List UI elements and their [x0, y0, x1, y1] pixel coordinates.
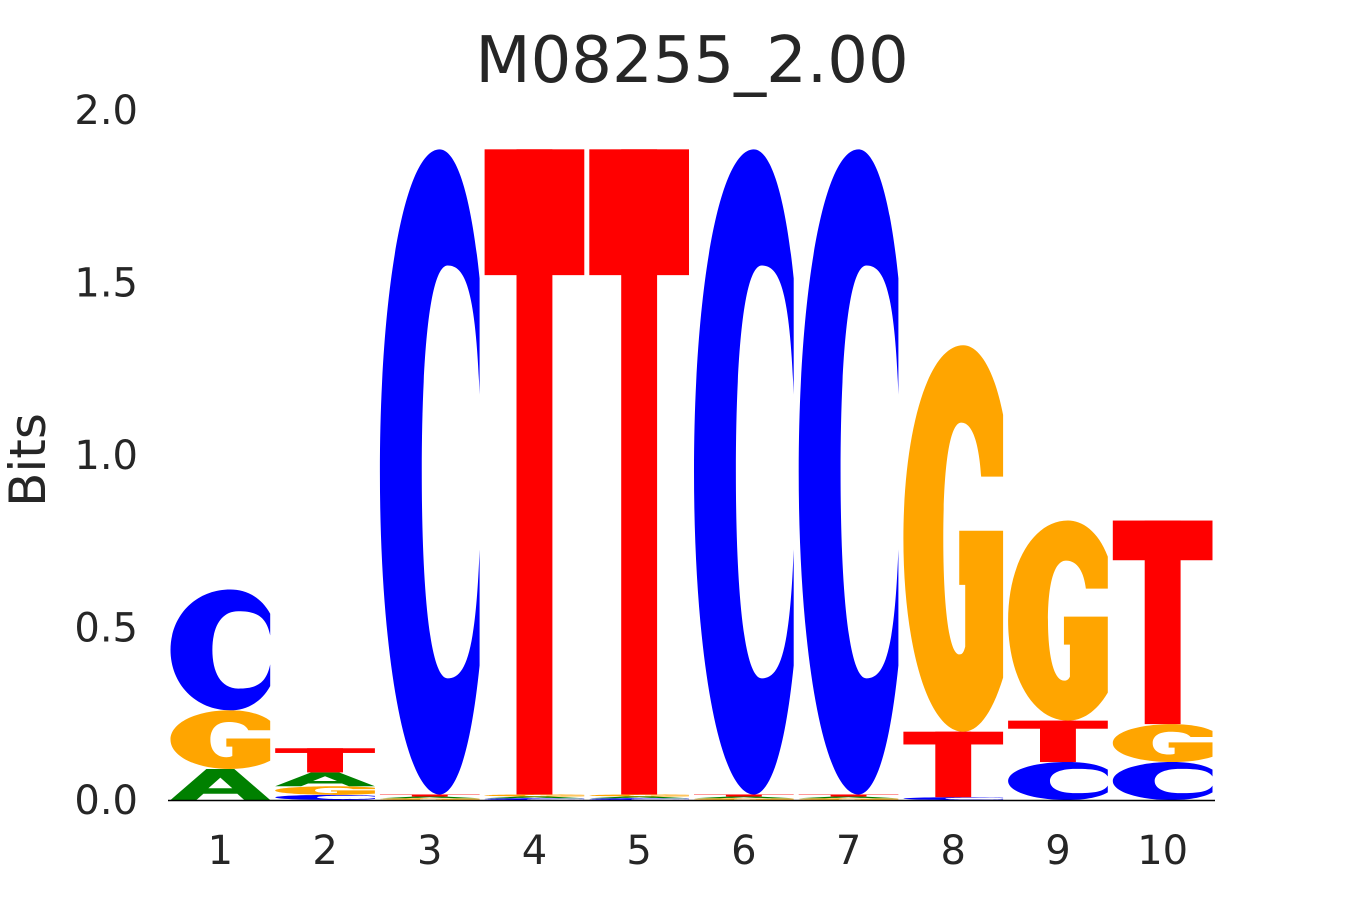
letter-t-pos-2 [275, 748, 375, 773]
letter-t-pos-3 [379, 794, 480, 797]
letter-g-pos-3 [379, 798, 480, 800]
logo-letters [168, 149, 1215, 802]
x-tick-label: 2 [312, 828, 337, 874]
letter-t-pos-5 [589, 149, 689, 795]
y-tick-label: 1.0 [74, 433, 138, 479]
y-tick-label: 1.5 [74, 261, 138, 307]
letter-g-pos-5 [589, 794, 689, 797]
letter-c-pos-1 [170, 589, 271, 711]
x-tick-label: 5 [626, 828, 651, 874]
letter-c-pos-5 [589, 798, 689, 800]
x-tick-label: 4 [522, 828, 547, 874]
x-tick-label: 10 [1137, 828, 1188, 874]
letter-c-pos-10 [1112, 762, 1213, 800]
letter-t-pos-4 [484, 149, 585, 795]
y-tick-label: 0.0 [74, 778, 138, 824]
letter-g-pos-1 [170, 710, 271, 769]
letter-g-pos-4 [484, 794, 585, 797]
letter-g-pos-2 [275, 786, 375, 795]
letter-a-pos-4 [484, 796, 585, 799]
x-tick-label: 6 [731, 828, 756, 874]
letter-c-pos-8 [903, 797, 1004, 800]
x-axis-ticks: 1 2 3 4 5 6 7 8 9 10 [208, 828, 1188, 874]
letter-c-pos-4 [484, 798, 585, 800]
letter-c-pos-7 [798, 149, 899, 795]
letter-t-pos-10 [1112, 520, 1213, 725]
x-tick-label: 9 [1045, 828, 1070, 874]
letter-a-pos-7 [798, 796, 899, 799]
letter-a-pos-3 [379, 796, 480, 799]
x-tick-label: 8 [941, 828, 966, 874]
letter-g-pos-8 [903, 345, 1004, 732]
letter-t-pos-8 [903, 731, 1004, 798]
letter-g-pos-6 [694, 798, 794, 800]
letter-t-pos-7 [798, 794, 899, 797]
y-tick-label: 2.0 [74, 88, 138, 134]
letter-a-pos-6 [694, 796, 794, 799]
letter-a-pos-1 [170, 768, 271, 800]
y-axis-label: Bits [0, 413, 57, 507]
x-tick-label: 1 [208, 828, 233, 874]
y-axis-ticks: 0.0 0.5 1.0 1.5 2.0 [74, 88, 138, 824]
y-tick-label: 0.5 [74, 606, 138, 652]
letter-c-pos-2 [275, 794, 375, 800]
letter-t-pos-9 [1008, 720, 1108, 763]
letter-a-pos-5 [589, 796, 689, 799]
chart-title: M08255_2.00 [475, 24, 908, 98]
letter-g-pos-9 [1008, 520, 1108, 721]
x-tick-label: 3 [417, 828, 442, 874]
letter-c-pos-9 [1008, 762, 1108, 800]
letter-c-pos-3 [379, 149, 480, 795]
letter-g-pos-7 [798, 798, 899, 800]
letter-a-pos-2 [275, 772, 375, 787]
letter-c-pos-6 [694, 149, 794, 795]
letter-g-pos-10 [1112, 724, 1213, 763]
letter-t-pos-6 [694, 794, 794, 797]
x-tick-label: 7 [836, 828, 861, 874]
